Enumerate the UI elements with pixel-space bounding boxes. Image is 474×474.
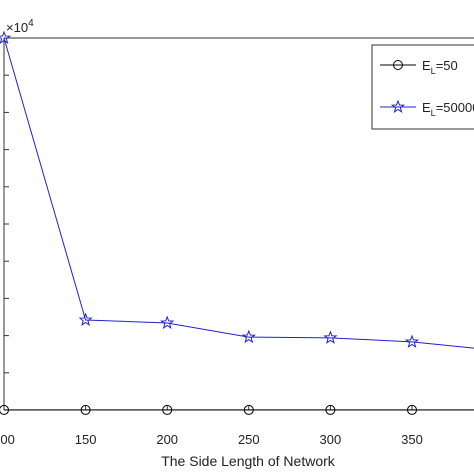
data-point <box>323 330 338 344</box>
legend-subscript: L <box>431 66 436 76</box>
x-tick-label: 150 <box>75 432 97 447</box>
data-point <box>241 329 256 344</box>
legend-marker <box>390 99 406 114</box>
x-tick-label: 100 <box>0 432 15 447</box>
legend-marker <box>393 60 403 70</box>
legend-box <box>371 44 474 130</box>
series-line <box>3 37 474 349</box>
x-tick-label: 300 <box>320 432 342 447</box>
x-axis-label: The Side Length of Network <box>161 453 336 469</box>
data-point <box>243 404 254 415</box>
legend-text: E <box>422 100 431 115</box>
data-point <box>80 404 91 415</box>
data-point <box>160 315 175 329</box>
x-tick-label: 350 <box>401 432 423 447</box>
data-point <box>325 404 336 415</box>
data-point <box>404 334 420 348</box>
x-tick-label: 200 <box>156 432 178 447</box>
legend-text: =50 <box>436 58 458 73</box>
y-scale-base: ×10 <box>6 20 28 35</box>
legend-label: EL=50 <box>422 58 458 76</box>
data-point <box>407 404 417 415</box>
data-point <box>0 30 12 45</box>
data-point <box>0 404 9 415</box>
y-scale-exponent: 4 <box>28 18 34 29</box>
y-scale-multiplier: ×104 <box>6 18 34 35</box>
data-point <box>162 404 173 415</box>
legend-text: =50000 <box>436 100 474 115</box>
x-tick-label: 250 <box>238 432 260 447</box>
legend-label: EL=50000 <box>422 100 474 118</box>
legend-subscript: L <box>431 108 436 118</box>
data-point <box>78 312 93 326</box>
legend-text: E <box>422 58 431 73</box>
